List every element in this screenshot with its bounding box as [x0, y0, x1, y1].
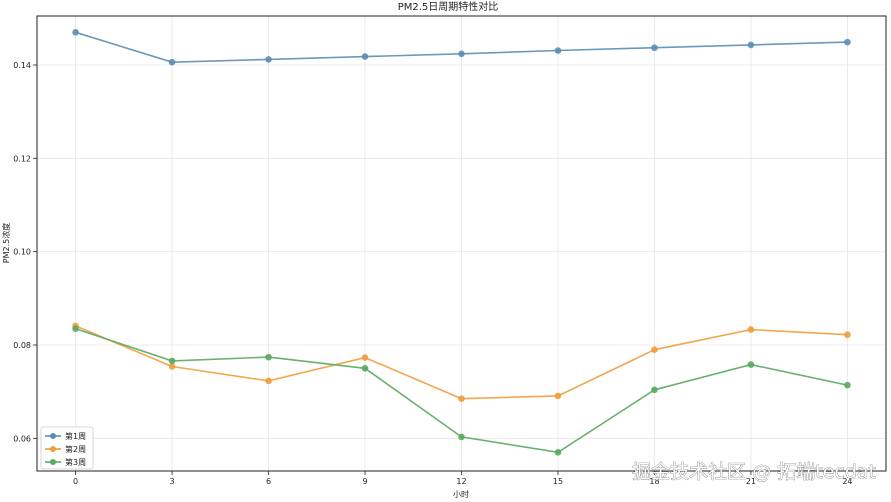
- data-point: [361, 354, 369, 361]
- legend-item: 第3周: [45, 457, 86, 467]
- series-3: [72, 325, 851, 456]
- data-point: [844, 38, 851, 46]
- watermark-text: 掘金技术社区 @ 拓端tecdat: [632, 461, 876, 483]
- data-series: [72, 29, 851, 456]
- data-point: [265, 377, 272, 385]
- x-tick-label: 15: [553, 477, 563, 486]
- y-tick-label: 0.08: [13, 341, 31, 350]
- y-tick-label: 0.12: [13, 154, 31, 163]
- data-point: [651, 44, 658, 52]
- legend-item: 第2周: [45, 444, 86, 454]
- series-1: [72, 29, 851, 66]
- data-point: [747, 326, 755, 333]
- legend-marker: [50, 459, 56, 465]
- legend-label: 第3周: [65, 457, 86, 467]
- x-tick-label: 6: [266, 477, 271, 486]
- data-point: [651, 386, 658, 394]
- data-point: [844, 331, 851, 339]
- data-point: [361, 53, 369, 60]
- y-tick-label: 0.14: [13, 61, 31, 70]
- data-point: [554, 47, 562, 54]
- data-point: [458, 433, 465, 441]
- data-point: [168, 58, 176, 66]
- data-point: [651, 346, 658, 353]
- x-tick-label: 18: [649, 477, 659, 486]
- x-axis-label: 小时: [453, 489, 469, 499]
- data-point: [265, 56, 272, 63]
- x-tick-label: 24: [842, 477, 852, 486]
- data-point: [72, 325, 79, 332]
- legend-label: 第2周: [65, 444, 86, 454]
- data-point: [361, 365, 369, 372]
- y-tick-label: 0.06: [13, 434, 31, 443]
- legend-item: 第1周: [45, 431, 86, 441]
- data-point: [265, 353, 272, 361]
- data-point: [747, 41, 755, 49]
- data-point: [458, 50, 465, 58]
- data-point: [747, 361, 755, 368]
- series-2: [72, 322, 851, 402]
- x-tick-label: 0: [73, 477, 78, 486]
- x-tick-label: 9: [362, 477, 367, 486]
- data-point: [554, 449, 562, 456]
- chart-title: PM2.5日周期特性对比: [398, 0, 499, 13]
- data-point: [168, 363, 176, 370]
- legend-marker: [50, 446, 56, 452]
- data-point: [168, 357, 176, 365]
- legend-label: 第1周: [65, 431, 86, 441]
- x-tick-label: 21: [746, 477, 756, 486]
- axis-ticks: 0 3 6 9 12 15 18 21 24 0.06 0.08 0.10 0.12 0.14: [13, 61, 852, 486]
- data-point: [458, 395, 465, 402]
- y-tick-label: 0.10: [13, 248, 31, 257]
- y-axis-label: PM2.5浓度: [1, 223, 11, 263]
- data-point: [72, 29, 79, 36]
- legend-marker: [50, 433, 56, 439]
- grid-lines: [37, 16, 886, 471]
- data-point: [844, 381, 851, 389]
- data-point: [554, 392, 562, 400]
- x-tick-label: 12: [456, 477, 466, 486]
- x-tick-label: 3: [170, 477, 175, 486]
